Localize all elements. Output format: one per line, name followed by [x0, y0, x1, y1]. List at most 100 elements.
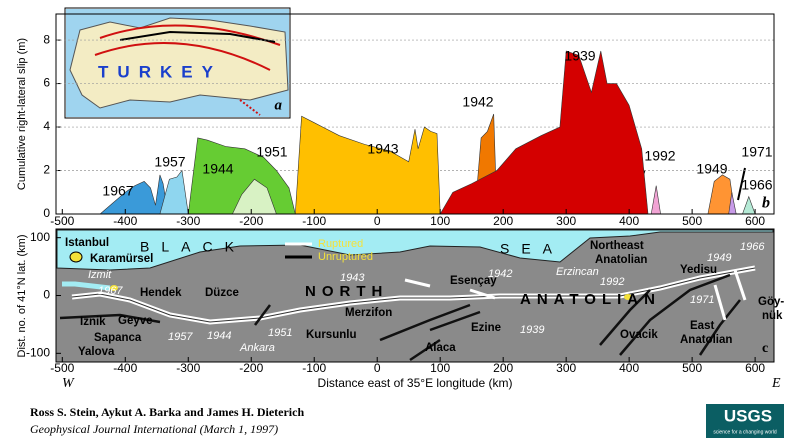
- map-label: NORTH: [305, 283, 388, 300]
- journal: Geophysical Journal International (March…: [30, 422, 278, 436]
- map-label: 1943: [340, 272, 365, 284]
- x-tick-label: -300: [176, 361, 200, 375]
- leader-1971: [737, 167, 746, 201]
- map-label: Yedisu: [680, 264, 717, 276]
- x-tick-label: 300: [556, 214, 576, 228]
- y-axis-title: Dist. no. of 41°N lat. (km): [16, 235, 28, 358]
- map-label: Ovacik: [620, 329, 658, 341]
- map-label: Anatolian: [595, 254, 647, 266]
- map-label: Merzifon: [345, 307, 392, 319]
- izmit-marker: [110, 285, 118, 291]
- map-label: nük: [762, 310, 783, 322]
- map-label: 1957: [168, 331, 193, 343]
- map-label: 1944: [207, 330, 231, 342]
- y-tick-label: 100: [30, 230, 50, 244]
- usgs-tagline: science for a changing world: [713, 429, 777, 435]
- frame: [55, 13, 775, 215]
- erzincan-marker: [624, 294, 632, 300]
- map-label: Geyve: [118, 315, 153, 327]
- x-tick-label: 400: [619, 361, 639, 375]
- x-tick-label: -500: [50, 214, 74, 228]
- x-tick-label: -200: [239, 361, 263, 375]
- y-tick-label: 6: [43, 76, 50, 90]
- y-axis-title: Cumulative right-lateral slip (m): [16, 38, 28, 190]
- x-tick-label: -100: [302, 361, 326, 375]
- event-year-label: 1943: [367, 141, 398, 157]
- map-label: Esençay: [450, 275, 497, 287]
- event-year-label: 1957: [154, 154, 185, 170]
- other-faults: [59, 273, 741, 362]
- map-label: ANATOLIAN: [520, 291, 661, 308]
- map-label: Ezine: [471, 322, 501, 334]
- inset-title: TURKEY: [98, 62, 222, 81]
- event-year-label: 1939: [564, 48, 595, 64]
- x-tick-label: 100: [430, 214, 450, 228]
- event-year-label: 1949: [696, 161, 727, 177]
- x-tick-label: -100: [302, 214, 326, 228]
- map-label: 1971: [690, 294, 714, 306]
- event-year-label: 1967: [102, 183, 133, 199]
- marmara: [62, 281, 111, 291]
- map-label: Hendek: [140, 287, 182, 299]
- y-tick-label: 2: [43, 163, 50, 177]
- authors: Ross S. Stein, Aykut A. Barka and James …: [30, 405, 304, 419]
- x-tick-label: -500: [50, 361, 74, 375]
- x-tick-label: 0: [374, 361, 381, 375]
- map-label: Ankara: [239, 342, 275, 354]
- y-tick-label: 8: [43, 32, 50, 46]
- map-label: Göy-: [758, 296, 784, 308]
- istanbul-marker: [69, 251, 83, 263]
- x-tick-label: 300: [556, 361, 576, 375]
- map-label: 1966: [740, 241, 765, 253]
- map-label: SEA: [500, 241, 564, 257]
- event-year-label: 1944: [202, 161, 233, 177]
- y-tick-label: 4: [43, 119, 50, 133]
- event-year-label: 1951: [256, 144, 287, 160]
- x-tick-label: 500: [682, 214, 702, 228]
- map-label: Erzincan: [556, 266, 599, 278]
- map-label: Alaca: [425, 342, 456, 354]
- naf-center: [71, 267, 756, 323]
- map-label: Karamürsel: [90, 253, 153, 265]
- x-tick-label: 400: [619, 214, 639, 228]
- map-label: Izmit: [88, 269, 112, 281]
- map-label: East: [690, 320, 714, 332]
- inset-panel-label: a: [275, 97, 283, 113]
- x-tick-label: 100: [430, 361, 450, 375]
- map-label: 1967: [98, 285, 123, 297]
- map-label: E: [771, 376, 781, 391]
- x-tick-label: 200: [493, 214, 513, 228]
- x-tick-label: -400: [113, 214, 137, 228]
- map-label: Ruptured: [318, 238, 363, 250]
- x-tick-label: 600: [745, 361, 765, 375]
- map-label: W: [62, 376, 75, 391]
- map-label: Northeast: [590, 240, 644, 252]
- map-label: Kursunlu: [306, 329, 356, 341]
- slip-area: [294, 115, 441, 215]
- map-label: Sapanca: [94, 332, 142, 344]
- map-label: Düzce: [205, 287, 239, 299]
- event-year-label: 1992: [644, 148, 675, 164]
- y-tick-label: 0: [43, 288, 50, 302]
- usgs-name: USGS: [724, 406, 772, 425]
- map-label: Yalova: [78, 346, 115, 358]
- y-tick-label: -100: [26, 345, 50, 359]
- x-tick-label: 200: [493, 361, 513, 375]
- black-sea: [56, 229, 774, 271]
- panel-label-b: b: [762, 195, 770, 212]
- x-tick-label: 0: [374, 214, 381, 228]
- inset-map: TURKEY a: [64, 7, 291, 119]
- map-label: Unruptured: [318, 251, 373, 263]
- x-tick-label: -200: [239, 214, 263, 228]
- usgs-logo: [706, 404, 784, 438]
- short-ruptures: [404, 269, 747, 321]
- x-tick-label: -400: [113, 361, 137, 375]
- y-tick-label: 0: [43, 206, 50, 220]
- map-label: 1949: [707, 252, 731, 264]
- map-label: 1992: [600, 276, 624, 288]
- slip-area: [439, 50, 649, 215]
- map-label: c: [762, 341, 768, 356]
- map-label: Anatolian: [680, 334, 732, 346]
